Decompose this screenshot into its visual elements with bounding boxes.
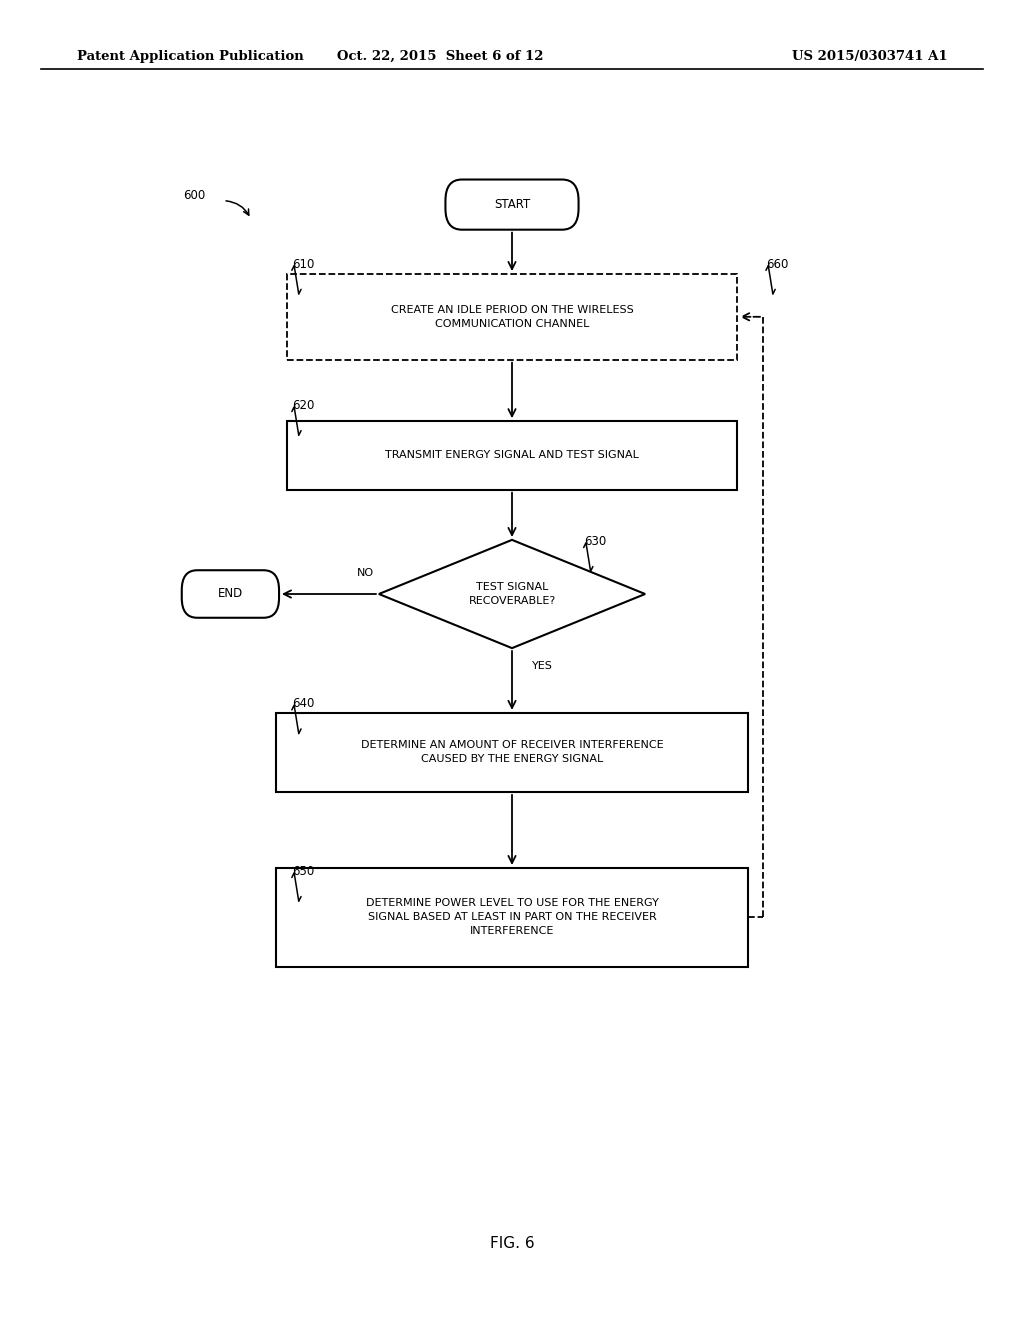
Text: END: END — [218, 587, 243, 601]
Text: 620: 620 — [292, 399, 314, 412]
Text: US 2015/0303741 A1: US 2015/0303741 A1 — [792, 50, 947, 63]
Text: DETERMINE POWER LEVEL TO USE FOR THE ENERGY
SIGNAL BASED AT LEAST IN PART ON THE: DETERMINE POWER LEVEL TO USE FOR THE ENE… — [366, 899, 658, 936]
Text: CREATE AN IDLE PERIOD ON THE WIRELESS
COMMUNICATION CHANNEL: CREATE AN IDLE PERIOD ON THE WIRELESS CO… — [390, 305, 634, 329]
Text: TEST SIGNAL
RECOVERABLE?: TEST SIGNAL RECOVERABLE? — [468, 582, 556, 606]
FancyBboxPatch shape — [182, 570, 279, 618]
Text: 600: 600 — [183, 189, 206, 202]
Text: 630: 630 — [584, 535, 606, 548]
Bar — [276, 713, 748, 792]
Bar — [287, 421, 737, 490]
Text: Oct. 22, 2015  Sheet 6 of 12: Oct. 22, 2015 Sheet 6 of 12 — [337, 50, 544, 63]
Bar — [276, 869, 748, 966]
Polygon shape — [379, 540, 645, 648]
FancyBboxPatch shape — [445, 180, 579, 230]
Text: 640: 640 — [292, 697, 314, 710]
Text: NO: NO — [356, 568, 374, 578]
Text: 610: 610 — [292, 257, 314, 271]
Bar — [287, 275, 737, 359]
Text: 660: 660 — [766, 257, 788, 271]
Text: TRANSMIT ENERGY SIGNAL AND TEST SIGNAL: TRANSMIT ENERGY SIGNAL AND TEST SIGNAL — [385, 450, 639, 461]
Text: START: START — [494, 198, 530, 211]
Text: Patent Application Publication: Patent Application Publication — [77, 50, 303, 63]
Text: FIG. 6: FIG. 6 — [489, 1236, 535, 1251]
Text: DETERMINE AN AMOUNT OF RECEIVER INTERFERENCE
CAUSED BY THE ENERGY SIGNAL: DETERMINE AN AMOUNT OF RECEIVER INTERFER… — [360, 741, 664, 764]
Text: YES: YES — [532, 661, 553, 672]
Text: 650: 650 — [292, 865, 314, 878]
